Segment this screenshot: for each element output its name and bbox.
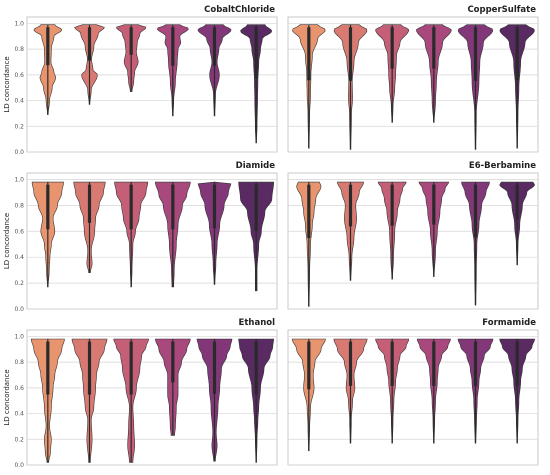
violin-iqr-box [348, 184, 353, 227]
violin-iqr-box [87, 27, 92, 61]
y-tick-label: 0.6 [14, 228, 24, 235]
violin-iqr-box [212, 341, 217, 394]
violin-iqr-box [46, 341, 50, 395]
violin-iqr-box [348, 27, 353, 81]
y-tick-label: 0.8 [14, 46, 24, 53]
y-tick-label: 0.0 [14, 306, 24, 313]
violin-iqr-box [390, 184, 394, 226]
violin-iqr-box [129, 27, 133, 55]
y-tick-label: 0.6 [14, 385, 24, 392]
panel-frame [26, 172, 278, 310]
violin-iqr-box [348, 341, 353, 386]
y-tick-label: 0.0 [14, 149, 24, 156]
y-tick-label: 0.2 [14, 280, 24, 287]
panel-title: Ethanol [239, 318, 276, 328]
violin-iqr-box [515, 341, 519, 386]
violin-iqr-box [46, 184, 50, 230]
panel-ethanol: 0.0 0.2 0.4 0.6 0.8 1.0 LD concordance Ethanol [3, 318, 278, 469]
violin-iqr-box [473, 27, 478, 81]
panel-frame [287, 172, 539, 310]
violin-iqr-box [432, 27, 436, 69]
panel-title: CopperSulfate [467, 5, 536, 15]
violin-iqr-box [212, 184, 217, 229]
violin-iqr-box [171, 184, 175, 230]
y-tick-label: 0.4 [14, 411, 24, 418]
panel-frame [26, 329, 278, 466]
panel-diamide: 0.0 0.2 0.4 0.6 0.8 1.0 LD concordance Diamide [3, 161, 278, 313]
violin-iqr-box [307, 341, 311, 390]
violin-iqr-box [432, 184, 436, 225]
y-axis-label: LD concordance [3, 213, 11, 269]
panel-title: E6-Berbamine [469, 161, 536, 171]
y-tick-label: 1.0 [14, 333, 24, 340]
violin-iqr-box [307, 184, 311, 239]
violin-iqr-box [129, 184, 133, 230]
panel-frame [287, 16, 539, 153]
panel-title: CobaltChloride [204, 5, 275, 15]
violin-iqr-box [390, 27, 394, 69]
panel-frame [26, 16, 278, 153]
violin-iqr-box [129, 341, 133, 395]
y-tick-label: 0.2 [14, 436, 24, 443]
y-tick-label: 0.8 [14, 359, 24, 366]
violin-iqr-box [46, 27, 50, 66]
panel-title: Diamide [236, 161, 276, 171]
y-axis-label: LD concordance [3, 369, 11, 425]
panel-formamide: Formamide [287, 318, 539, 466]
violin-iqr-box [171, 27, 175, 66]
y-axis-label: LD concordance [3, 56, 11, 112]
y-tick-label: 0.0 [14, 462, 24, 469]
violin-iqr-box [254, 184, 258, 232]
y-tick-label: 1.0 [14, 176, 24, 183]
y-tick-label: 0.6 [14, 72, 24, 79]
violin-iqr-box [171, 341, 175, 383]
panel-cobaltchloride: 0.0 0.2 0.4 0.6 0.8 1.0 LD concordance CobaltCh… [3, 5, 278, 156]
violin-iqr-box [212, 27, 217, 66]
violin-iqr-box [515, 27, 519, 81]
violin-iqr-box [432, 341, 436, 386]
panel-e6-berbamine: E6-Berbamine [287, 161, 539, 310]
violin-iqr-box [515, 184, 519, 220]
panel-coppersulfate: CopperSulfate [287, 5, 539, 153]
violin-iqr-box [307, 27, 311, 81]
y-tick-label: 0.2 [14, 123, 24, 130]
y-tick-label: 0.4 [14, 98, 24, 105]
violin-iqr-box [254, 341, 258, 395]
violin-iqr-box [473, 184, 478, 238]
y-tick-label: 1.0 [14, 20, 24, 27]
y-tick-label: 0.8 [14, 202, 24, 209]
violin-iqr-box [390, 341, 394, 386]
panel-frame [287, 329, 539, 466]
violin-iqr-box [87, 341, 92, 395]
violin-iqr-box [87, 184, 92, 223]
violin-iqr-box [473, 341, 478, 386]
y-tick-label: 0.4 [14, 254, 24, 261]
panel-title: Formamide [482, 318, 536, 328]
violin-iqr-box [254, 27, 258, 78]
